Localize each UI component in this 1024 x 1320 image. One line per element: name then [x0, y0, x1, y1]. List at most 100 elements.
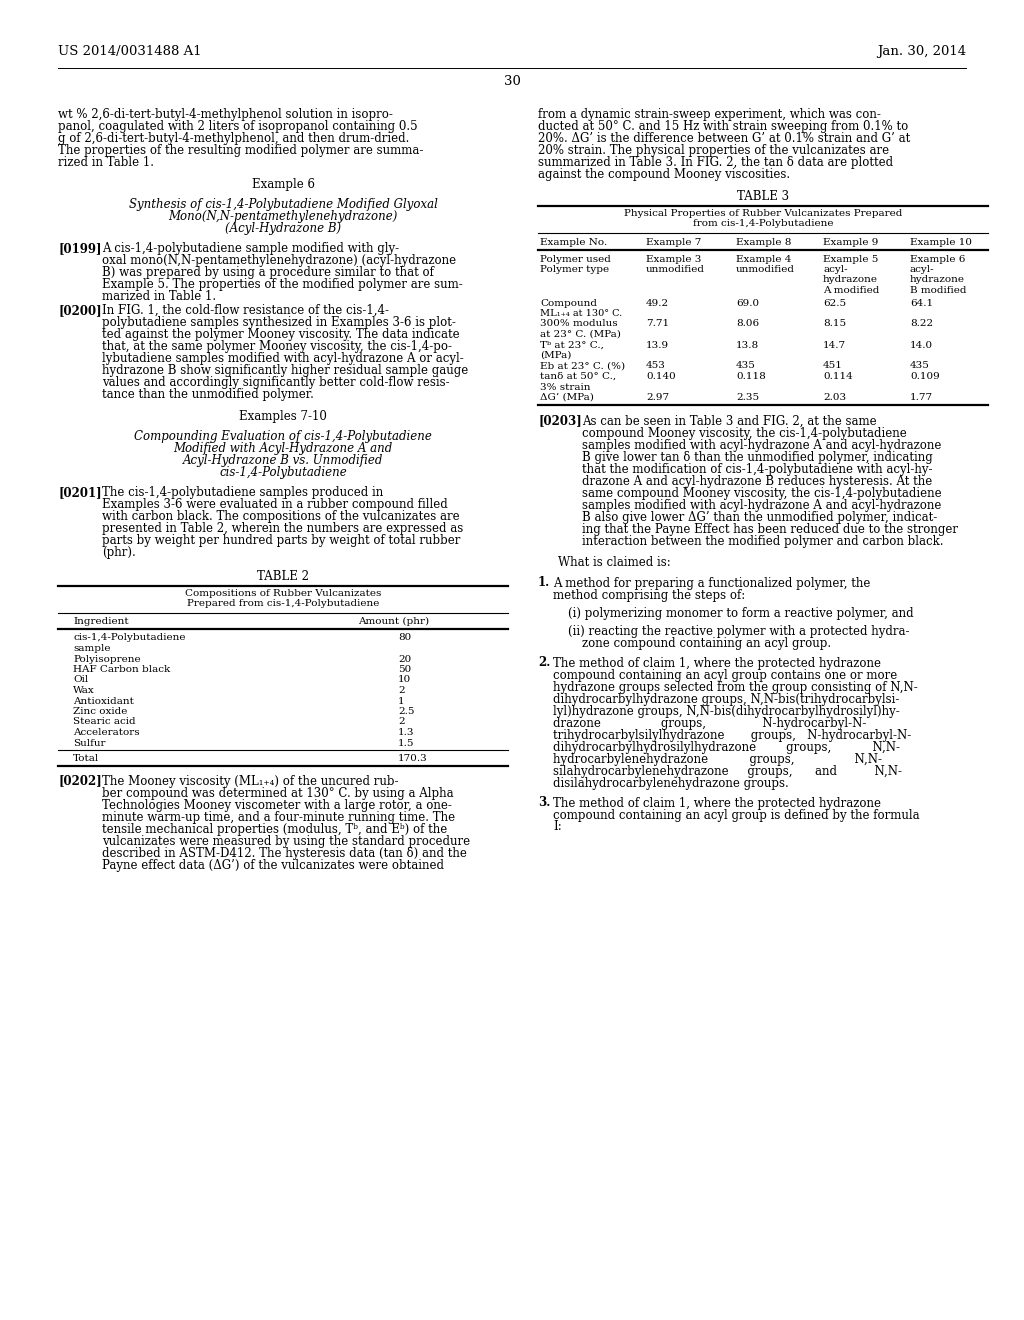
Text: zone compound containing an acyl group.: zone compound containing an acyl group.: [582, 636, 831, 649]
Text: TABLE 3: TABLE 3: [737, 190, 790, 203]
Text: wt % 2,6-di-tert-butyl-4-methylphenol solution in isopro-: wt % 2,6-di-tert-butyl-4-methylphenol so…: [58, 108, 393, 121]
Text: 14.0: 14.0: [910, 341, 933, 350]
Text: oxal mono(N,N-pentamethylenehydrazone) (acyl-hydrazone: oxal mono(N,N-pentamethylenehydrazone) (…: [102, 253, 456, 267]
Text: that the modification of cis-1,4-polybutadiene with acyl-hy-: that the modification of cis-1,4-polybut…: [582, 462, 933, 475]
Text: panol, coagulated with 2 liters of isopropanol containing 0.5: panol, coagulated with 2 liters of isopr…: [58, 120, 418, 133]
Text: tensile mechanical properties (modulus, Tᵇ, and Eᵇ) of the: tensile mechanical properties (modulus, …: [102, 822, 447, 836]
Text: minute warm-up time, and a four-minute running time. The: minute warm-up time, and a four-minute r…: [102, 810, 455, 824]
Text: 0.118: 0.118: [736, 372, 766, 381]
Text: hydrocarbylenehydrazone           groups,                N,N-: hydrocarbylenehydrazone groups, N,N-: [553, 752, 882, 766]
Text: Technologies Mooney viscometer with a large rotor, a one-: Technologies Mooney viscometer with a la…: [102, 799, 452, 812]
Text: tance than the unmodified polymer.: tance than the unmodified polymer.: [102, 388, 314, 401]
Text: interaction between the modified polymer and carbon black.: interaction between the modified polymer…: [582, 535, 943, 548]
Text: 1.3: 1.3: [398, 729, 415, 737]
Text: summarized in Table 3. In FIG. 2, the tan δ data are plotted: summarized in Table 3. In FIG. 2, the ta…: [538, 156, 893, 169]
Text: trihydrocarbylsilylhydrazone       groups,   N-hydrocarbyl-N-: trihydrocarbylsilylhydrazone groups, N-h…: [553, 729, 911, 742]
Text: Example 5: Example 5: [823, 255, 879, 264]
Text: values and accordingly significantly better cold-flow resis-: values and accordingly significantly bet…: [102, 376, 450, 389]
Text: Amount (phr): Amount (phr): [358, 616, 429, 626]
Text: (ii) reacting the reactive polymer with a protected hydra-: (ii) reacting the reactive polymer with …: [568, 624, 909, 638]
Text: disilahydrocarbylenehydrazone groups.: disilahydrocarbylenehydrazone groups.: [553, 776, 788, 789]
Text: 62.5: 62.5: [823, 298, 846, 308]
Text: ing that the Payne Effect has been reduced due to the stronger: ing that the Payne Effect has been reduc…: [582, 523, 958, 536]
Text: Compound: Compound: [540, 298, 597, 308]
Text: compound Mooney viscosity, the cis-1,4-polybutadiene: compound Mooney viscosity, the cis-1,4-p…: [582, 426, 906, 440]
Text: A method for preparing a functionalized polymer, the: A method for preparing a functionalized …: [553, 577, 870, 590]
Text: Oil: Oil: [73, 676, 88, 685]
Text: same compound Mooney viscosity, the cis-1,4-polybutadiene: same compound Mooney viscosity, the cis-…: [582, 487, 942, 499]
Text: Jan. 30, 2014: Jan. 30, 2014: [877, 45, 966, 58]
Text: silahydrocarbylenehydrazone     groups,      and          N,N-: silahydrocarbylenehydrazone groups, and …: [553, 764, 902, 777]
Text: 8.15: 8.15: [823, 319, 846, 329]
Text: that, at the same polymer Mooney viscosity, the cis-1,4-po-: that, at the same polymer Mooney viscosi…: [102, 341, 452, 352]
Text: Tᵇ at 23° C.,: Tᵇ at 23° C.,: [540, 341, 604, 350]
Text: Compounding Evaluation of cis-1,4-Polybutadiene: Compounding Evaluation of cis-1,4-Polybu…: [134, 430, 432, 444]
Text: Antioxidant: Antioxidant: [73, 697, 134, 705]
Text: vulcanizates were measured by using the standard procedure: vulcanizates were measured by using the …: [102, 834, 470, 847]
Text: presented in Table 2, wherein the numbers are expressed as: presented in Table 2, wherein the number…: [102, 521, 463, 535]
Text: As can be seen in Table 3 and FIG. 2, at the same: As can be seen in Table 3 and FIG. 2, at…: [582, 414, 877, 428]
Text: 170.3: 170.3: [398, 754, 428, 763]
Text: cis-1,4-Polybutadiene: cis-1,4-Polybutadiene: [219, 466, 347, 479]
Text: [0202]: [0202]: [58, 775, 101, 788]
Text: Ingredient: Ingredient: [73, 616, 129, 626]
Text: 69.0: 69.0: [736, 298, 759, 308]
Text: 13.8: 13.8: [736, 341, 759, 350]
Text: 49.2: 49.2: [646, 298, 669, 308]
Text: Total: Total: [73, 754, 99, 763]
Text: 20% strain. The physical properties of the vulcanizates are: 20% strain. The physical properties of t…: [538, 144, 889, 157]
Text: Synthesis of cis-1,4-Polybutadiene Modified Glyoxal: Synthesis of cis-1,4-Polybutadiene Modif…: [129, 198, 437, 211]
Text: 1.5: 1.5: [398, 738, 415, 747]
Text: Example 7: Example 7: [646, 238, 701, 247]
Text: In FIG. 1, the cold-flow resistance of the cis-1,4-: In FIG. 1, the cold-flow resistance of t…: [102, 304, 389, 317]
Text: 2.97: 2.97: [646, 393, 669, 403]
Text: samples modified with acyl-hydrazone A and acyl-hydrazone: samples modified with acyl-hydrazone A a…: [582, 438, 941, 451]
Text: hydrazone: hydrazone: [823, 276, 878, 285]
Text: polybutadiene samples synthesized in Examples 3-6 is plot-: polybutadiene samples synthesized in Exa…: [102, 315, 456, 329]
Text: tanδ at 50° C.,: tanδ at 50° C.,: [540, 372, 616, 381]
Text: (MPa): (MPa): [540, 351, 571, 360]
Text: TABLE 2: TABLE 2: [257, 570, 309, 583]
Text: 14.7: 14.7: [823, 341, 846, 350]
Text: 435: 435: [736, 362, 756, 371]
Text: B) was prepared by using a procedure similar to that of: B) was prepared by using a procedure sim…: [102, 267, 434, 279]
Text: Example 4: Example 4: [736, 255, 792, 264]
Text: The cis-1,4-polybutadiene samples produced in: The cis-1,4-polybutadiene samples produc…: [102, 486, 383, 499]
Text: 1.: 1.: [538, 577, 550, 590]
Text: 30: 30: [504, 75, 520, 88]
Text: Payne effect data (ΔG’) of the vulcanizates were obtained: Payne effect data (ΔG’) of the vulcaniza…: [102, 858, 444, 871]
Text: 0.109: 0.109: [910, 372, 940, 381]
Text: I:: I:: [553, 821, 562, 833]
Text: Stearic acid: Stearic acid: [73, 718, 135, 726]
Text: from cis-1,4-Polybutadiene: from cis-1,4-Polybutadiene: [693, 219, 834, 228]
Text: Example 3: Example 3: [646, 255, 701, 264]
Text: 10: 10: [398, 676, 412, 685]
Text: Example 9: Example 9: [823, 238, 879, 247]
Text: Polymer type: Polymer type: [540, 265, 609, 275]
Text: acyl-: acyl-: [823, 265, 848, 275]
Text: ted against the polymer Mooney viscosity. The data indicate: ted against the polymer Mooney viscosity…: [102, 327, 460, 341]
Text: A cis-1,4-polybutadiene sample modified with gly-: A cis-1,4-polybutadiene sample modified …: [102, 242, 399, 255]
Text: 1: 1: [398, 697, 404, 705]
Text: acyl-: acyl-: [910, 265, 935, 275]
Text: What is claimed is:: What is claimed is:: [558, 557, 671, 569]
Text: Examples 7-10: Examples 7-10: [239, 411, 327, 422]
Text: Polyisoprene: Polyisoprene: [73, 655, 140, 664]
Text: ber compound was determined at 130° C. by using a Alpha: ber compound was determined at 130° C. b…: [102, 787, 454, 800]
Text: 2: 2: [398, 686, 404, 696]
Text: The Mooney viscosity (ML₁₊₄) of the uncured rub-: The Mooney viscosity (ML₁₊₄) of the uncu…: [102, 775, 398, 788]
Text: Example 6: Example 6: [910, 255, 966, 264]
Text: dihydrocarbylhydrazone groups, N,N-bis(trihydrocarbylsi-: dihydrocarbylhydrazone groups, N,N-bis(t…: [553, 693, 899, 705]
Text: 2.35: 2.35: [736, 393, 759, 403]
Text: samples modified with acyl-hydrazone A and acyl-hydrazone: samples modified with acyl-hydrazone A a…: [582, 499, 941, 511]
Text: Sulfur: Sulfur: [73, 738, 105, 747]
Text: 435: 435: [910, 362, 930, 371]
Text: 2: 2: [398, 718, 404, 726]
Text: unmodified: unmodified: [646, 265, 705, 275]
Text: g of 2,6-di-tert-butyl-4-methylphenol, and then drum-dried.: g of 2,6-di-tert-butyl-4-methylphenol, a…: [58, 132, 410, 145]
Text: 80: 80: [398, 634, 412, 643]
Text: 50: 50: [398, 665, 412, 675]
Text: 13.9: 13.9: [646, 341, 669, 350]
Text: (phr).: (phr).: [102, 546, 136, 558]
Text: Example 6: Example 6: [252, 178, 314, 191]
